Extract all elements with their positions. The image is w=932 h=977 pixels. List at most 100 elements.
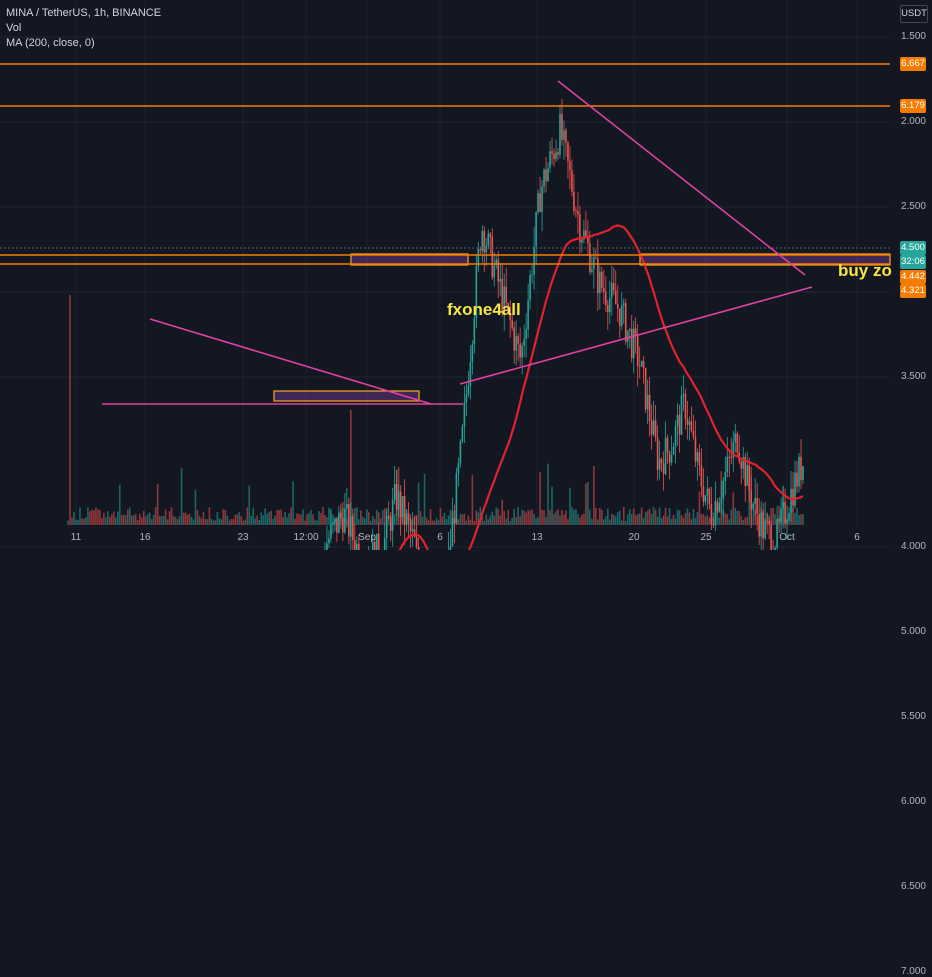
candle-body xyxy=(798,456,800,487)
volume-bar xyxy=(142,510,145,525)
price-chart-canvas[interactable] xyxy=(0,0,932,550)
candle-body xyxy=(724,472,727,481)
volume-bar xyxy=(800,514,802,525)
volume-bar xyxy=(467,515,470,525)
candle-body xyxy=(330,524,332,539)
volume-bar xyxy=(130,515,133,525)
volume-bar xyxy=(118,484,121,525)
volume-bar xyxy=(545,516,547,525)
candle-body xyxy=(626,330,629,342)
volume-bar xyxy=(93,510,95,525)
volume-bar xyxy=(208,507,211,525)
volume-bar xyxy=(138,513,141,525)
candle-body xyxy=(676,414,679,427)
volume-bar xyxy=(115,517,117,525)
volume-bar xyxy=(350,410,352,525)
volume-bar xyxy=(266,513,268,525)
volume-bar xyxy=(190,517,193,525)
volume-bar xyxy=(541,509,543,525)
candle-body xyxy=(742,456,745,469)
buy-zone-label: buy zo xyxy=(838,261,892,280)
volume-bar xyxy=(752,518,755,525)
candle-body xyxy=(634,328,637,337)
candle-body xyxy=(455,472,458,524)
candle-body xyxy=(561,113,563,140)
volume-bar xyxy=(704,516,707,525)
volume-indicator-label[interactable]: Vol xyxy=(6,22,22,34)
volume-bar xyxy=(206,519,209,525)
volume-bar xyxy=(288,513,290,525)
volume-bar xyxy=(754,509,756,525)
volume-bar xyxy=(375,510,378,525)
volume-bar xyxy=(559,515,561,525)
candle-body xyxy=(587,236,589,244)
volume-bar xyxy=(684,512,687,525)
volume-bar xyxy=(672,514,675,525)
volume-bar xyxy=(116,511,119,525)
volume-bar xyxy=(555,511,557,525)
candle-body xyxy=(754,497,756,504)
moving-average-indicator-label[interactable]: MA (200, close, 0) xyxy=(6,37,95,49)
candle-body xyxy=(463,402,466,427)
volume-bar xyxy=(324,515,326,525)
volume-bar xyxy=(365,509,368,525)
currency-unit-button[interactable]: USDT xyxy=(900,5,928,23)
candle-body xyxy=(573,191,575,211)
volume-bar xyxy=(439,507,442,525)
candle-body xyxy=(489,233,492,237)
volume-bar xyxy=(670,518,673,525)
candle-body xyxy=(533,246,535,275)
candle-body xyxy=(551,151,553,154)
volume-bar xyxy=(186,514,189,525)
volume-bar xyxy=(170,507,173,525)
candle-body xyxy=(545,169,547,182)
volume-bar xyxy=(204,518,207,525)
volume-bar xyxy=(612,514,615,525)
candle-body xyxy=(415,536,418,547)
volume-bar xyxy=(162,516,165,525)
candle-body xyxy=(373,542,376,550)
candle-body xyxy=(591,269,593,272)
candle-body xyxy=(565,130,567,143)
volume-bar xyxy=(718,517,721,525)
volume-bar xyxy=(744,517,747,525)
volume-bar xyxy=(624,520,627,525)
volume-bar xyxy=(188,513,191,525)
time-axis-tick: Sep xyxy=(358,532,376,543)
candle-body xyxy=(555,152,557,160)
volume-bar xyxy=(561,509,563,525)
volume-bar xyxy=(95,507,97,525)
candle-body xyxy=(407,513,410,521)
candle-body xyxy=(746,465,749,486)
candle-body xyxy=(698,452,701,466)
candle-body xyxy=(730,457,733,459)
volume-bar xyxy=(296,513,298,525)
volume-bar xyxy=(630,513,633,525)
candle-body xyxy=(736,433,739,453)
volume-bar xyxy=(690,519,693,525)
volume-bar xyxy=(146,514,149,525)
candle-body xyxy=(760,512,762,537)
volume-bar xyxy=(505,518,508,525)
candle-body xyxy=(334,518,336,523)
candle-body xyxy=(575,210,577,212)
volume-bar xyxy=(222,509,225,525)
volume-bar xyxy=(740,515,743,525)
candle-body xyxy=(535,211,537,247)
candle-body xyxy=(694,436,697,462)
time-axis-tick: 20 xyxy=(628,532,640,543)
volume-bar xyxy=(103,512,105,525)
candle-body xyxy=(471,344,474,363)
candle-body xyxy=(696,452,699,462)
candle-body xyxy=(606,305,609,313)
volume-bar xyxy=(573,509,575,525)
volume-bar xyxy=(595,507,597,525)
volume-bar xyxy=(322,507,324,525)
candle-body xyxy=(712,524,715,526)
candle-body xyxy=(595,257,597,259)
candle-body xyxy=(495,259,498,266)
symbol-title[interactable]: MINA / TetherUS, 1h, BINANCE xyxy=(6,7,162,19)
volume-bar xyxy=(140,517,143,525)
volume-bar xyxy=(354,508,356,525)
candle-body xyxy=(519,343,521,358)
